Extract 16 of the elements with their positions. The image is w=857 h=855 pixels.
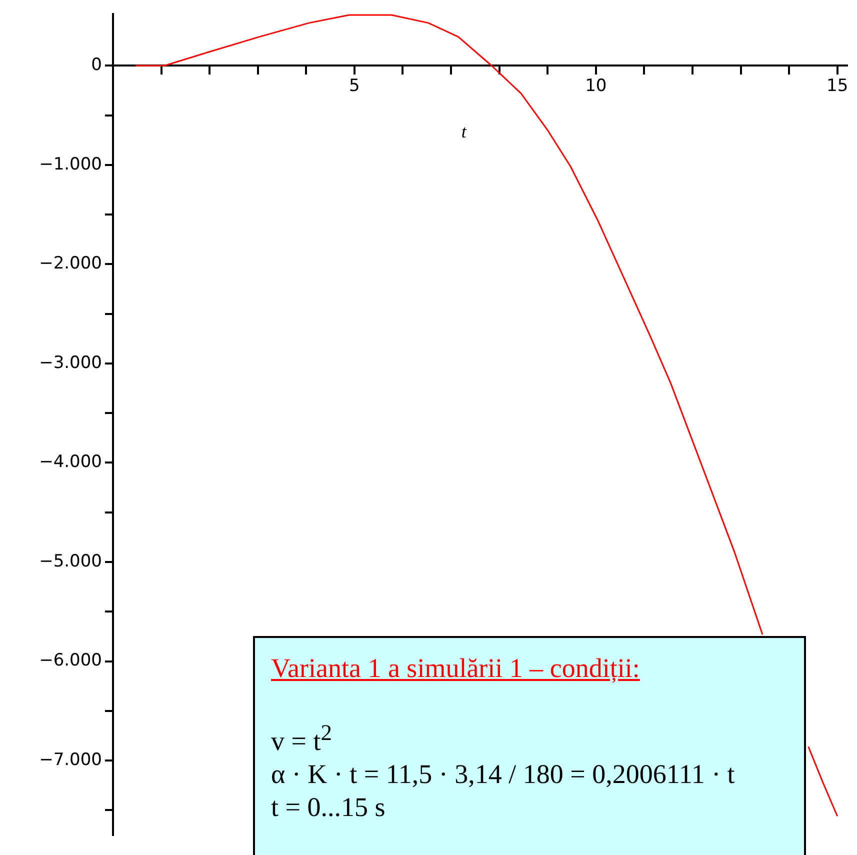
y-tick-label: −4.000 <box>39 452 102 472</box>
annotation: v = t$^{2}$ <box>271 718 333 758</box>
x-tick-label: 5 <box>349 76 360 96</box>
x-axis-title: t <box>461 121 468 142</box>
x-tick-label: 15 <box>826 76 848 96</box>
y-tick-label: −2.000 <box>39 254 102 274</box>
y-tick-label: −6.000 <box>39 650 102 671</box>
y-tick-label: −3.000 <box>39 352 102 373</box>
y-tick-label: −1.000 <box>39 154 102 174</box>
x-tick-label: 10 <box>585 76 607 96</box>
y-tick-label: −7.000 <box>39 750 102 770</box>
y-tick-label: 0 <box>91 55 102 76</box>
y-tick-label: −5.000 <box>39 551 102 572</box>
annotation: Varianta 1 a simulării 1 – condiții: <box>271 652 641 685</box>
annotation: t = 0...15 s <box>271 790 386 824</box>
annotation: α · K · t = 11,5 · 3,14 / 180 = 0,2006111 · t <box>271 758 736 791</box>
